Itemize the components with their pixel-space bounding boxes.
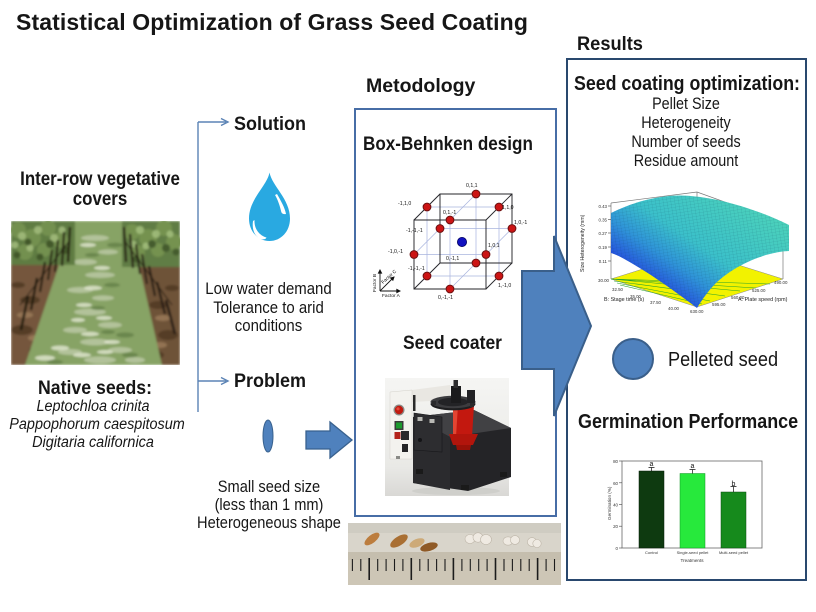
svg-text:Factor A: Factor A — [382, 293, 401, 299]
svg-text:1,0,-1: 1,0,-1 — [514, 220, 527, 226]
svg-text:0,1,-1: 0,1,-1 — [443, 210, 456, 216]
svg-text:0,-1,1: 0,-1,1 — [446, 256, 459, 262]
svg-text:630.00: 630.00 — [690, 309, 704, 314]
svg-text:30.00: 30.00 — [598, 278, 610, 283]
svg-text:Factor C: Factor C — [380, 268, 398, 285]
svg-text:0: 0 — [616, 546, 619, 551]
svg-text:1,1,0: 1,1,0 — [502, 205, 514, 211]
svg-text:-1,-1,-1: -1,-1,-1 — [406, 228, 423, 234]
svg-text:A: Plate speed (rpm): A: Plate speed (rpm) — [738, 297, 788, 303]
svg-text:-1,0,-1: -1,0,-1 — [388, 249, 403, 255]
svg-text:490.00: 490.00 — [774, 280, 788, 285]
svg-text:595.00: 595.00 — [712, 302, 726, 307]
svg-text:80: 80 — [613, 459, 618, 464]
svg-text:37.50: 37.50 — [650, 300, 662, 305]
svg-text:Control: Control — [645, 550, 658, 555]
svg-text:Factor B: Factor B — [372, 274, 378, 292]
svg-text:Multi-seed pellet: Multi-seed pellet — [719, 550, 749, 555]
svg-text:20: 20 — [613, 524, 618, 529]
svg-text:0.11: 0.11 — [599, 259, 608, 264]
svg-text:Single-seed pellet: Single-seed pellet — [677, 550, 710, 555]
svg-text:560.00: 560.00 — [731, 295, 745, 300]
svg-text:32.50: 32.50 — [612, 287, 624, 292]
svg-text:Germination (%): Germination (%) — [607, 486, 612, 520]
svg-text:60: 60 — [613, 481, 618, 486]
svg-text:525.00: 525.00 — [752, 288, 766, 293]
svg-text:0,-1,-1: 0,-1,-1 — [438, 295, 453, 301]
svg-text:-1,1,0: -1,1,0 — [398, 201, 411, 207]
svg-text:0.43: 0.43 — [598, 204, 607, 209]
svg-text:Treatments: Treatments — [680, 558, 704, 563]
svg-text:0.27: 0.27 — [598, 231, 607, 236]
svg-text:Size Heterogeneity (mm): Size Heterogeneity (mm) — [580, 214, 586, 272]
svg-text:0,1,1: 0,1,1 — [466, 183, 478, 189]
svg-text:1,-1,0: 1,-1,0 — [498, 283, 511, 289]
svg-text:0.35: 0.35 — [598, 218, 607, 223]
svg-text:35.00: 35.00 — [630, 294, 642, 299]
svg-text:-1,-1,-1: -1,-1,-1 — [408, 266, 425, 272]
svg-text:1,0,1: 1,0,1 — [488, 243, 500, 249]
svg-text:a: a — [691, 463, 695, 470]
svg-text:40: 40 — [613, 503, 618, 508]
svg-text:B: Stage time (s): B: Stage time (s) — [604, 297, 644, 303]
svg-text:40.00: 40.00 — [668, 306, 680, 311]
svg-text:a: a — [650, 461, 654, 468]
svg-text:0.19: 0.19 — [598, 245, 607, 250]
svg-text:b: b — [732, 481, 736, 488]
